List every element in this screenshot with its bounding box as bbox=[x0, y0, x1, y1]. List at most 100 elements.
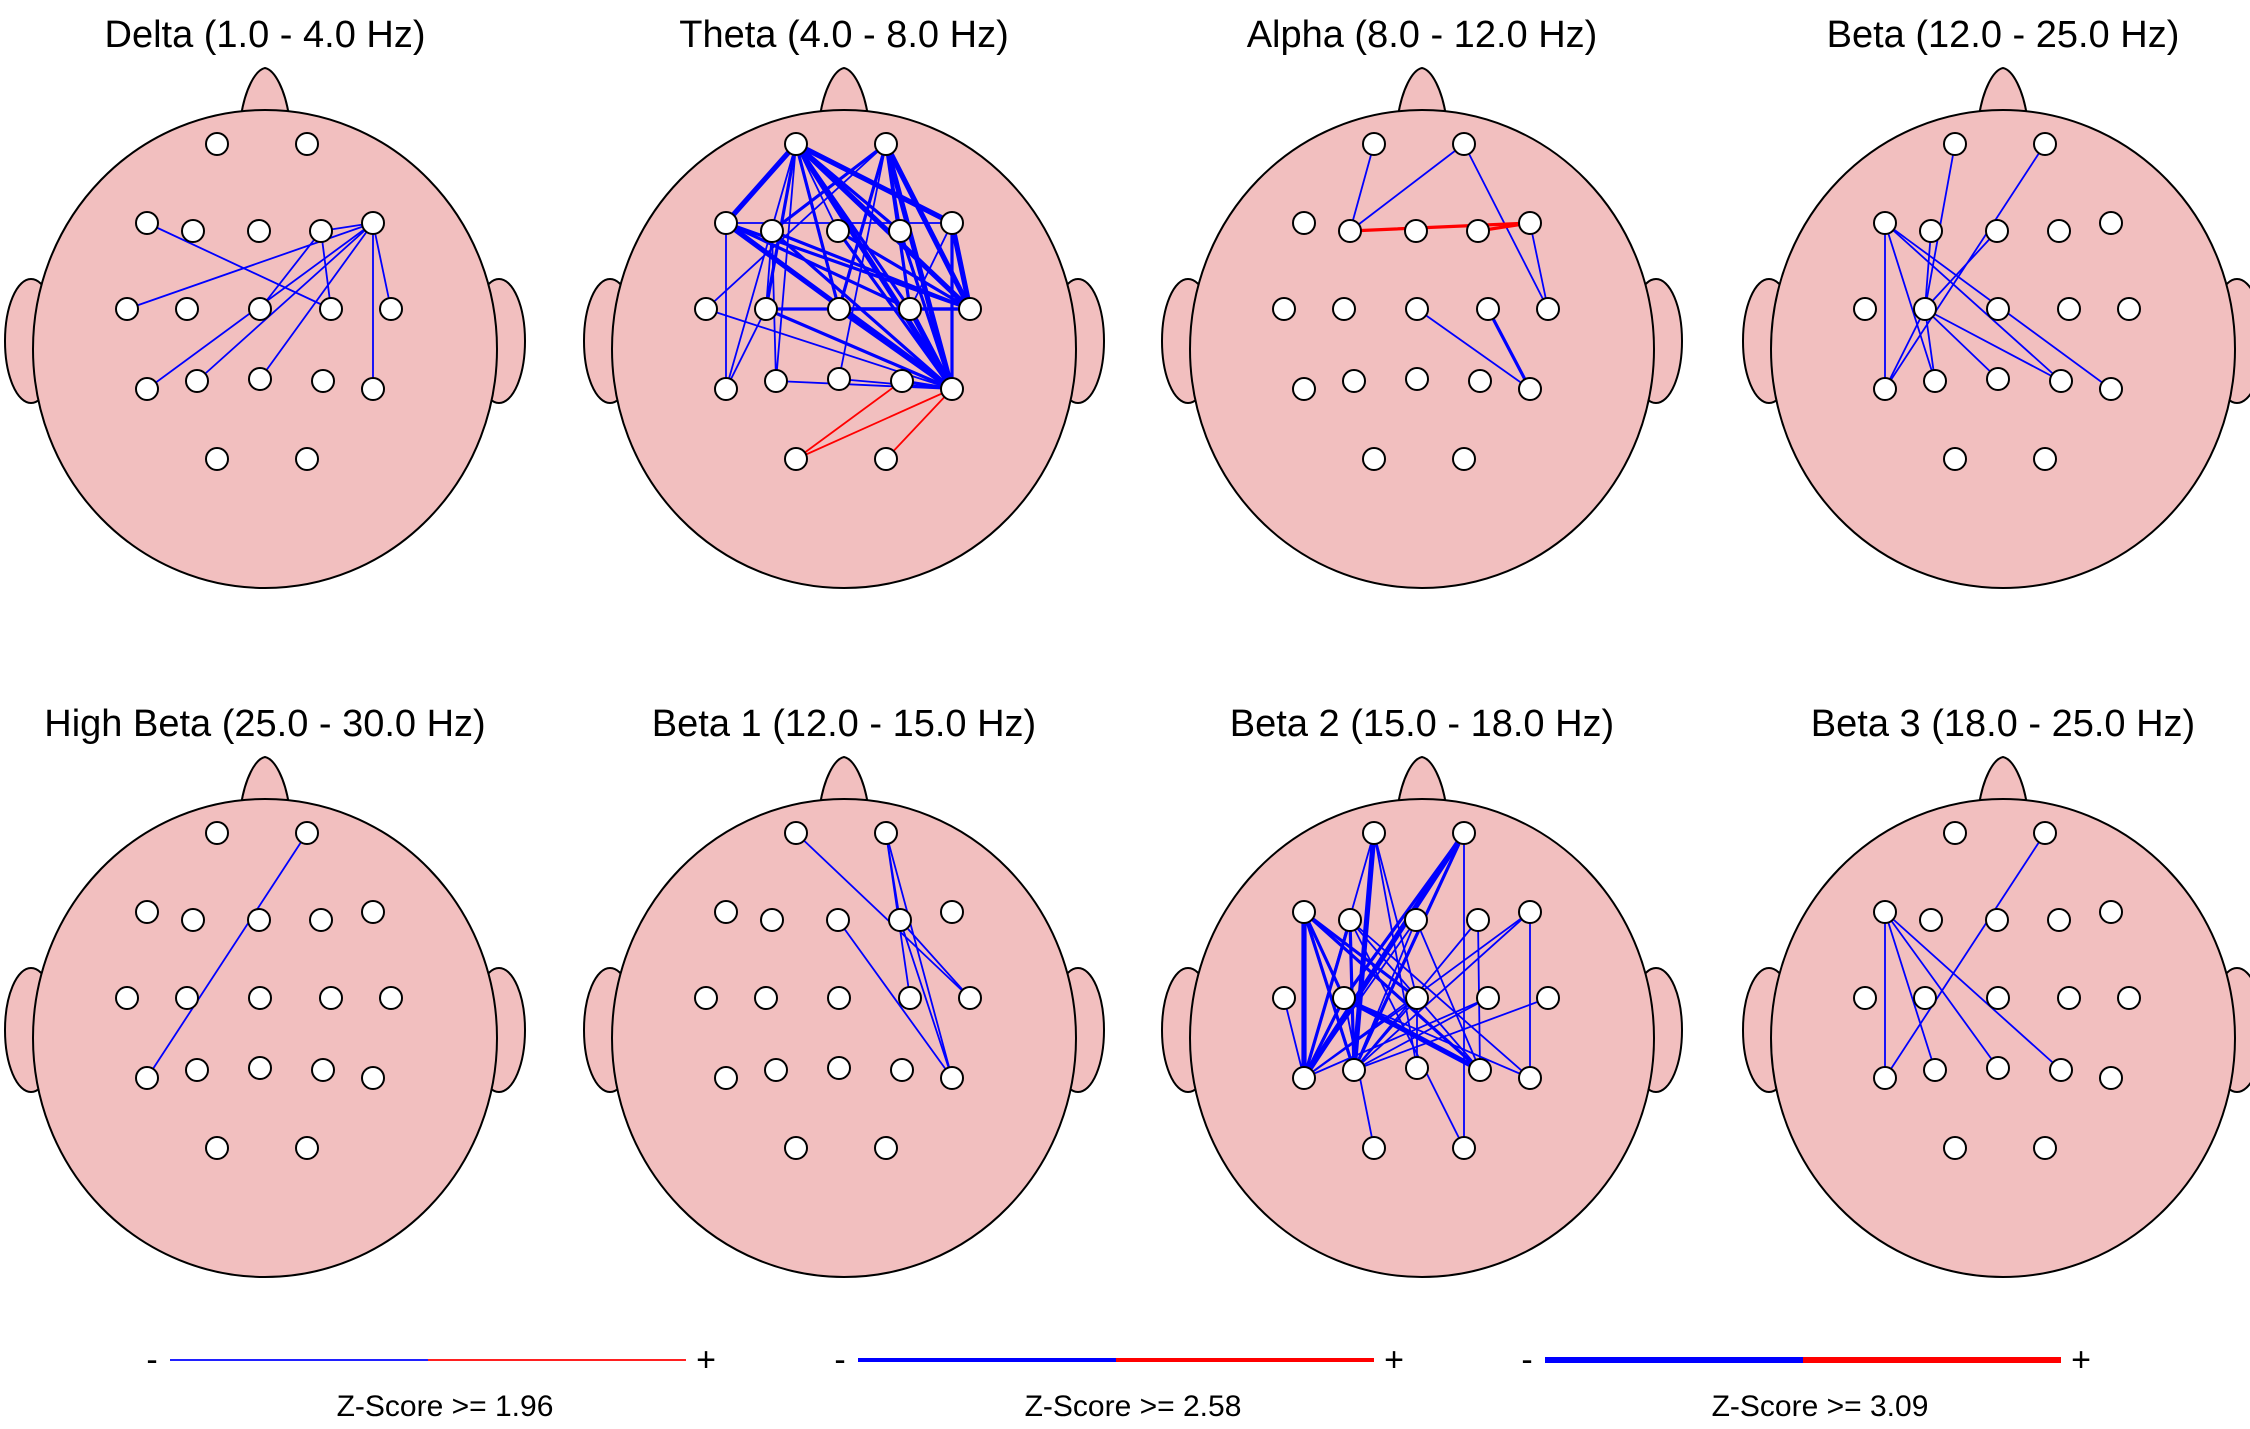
connection-Fp1-T4 bbox=[793, 141, 973, 312]
electrode-C4 bbox=[898, 986, 922, 1010]
electrode-Fz bbox=[1404, 219, 1428, 243]
electrode-T5 bbox=[1873, 1066, 1897, 1090]
electrode-Cz bbox=[248, 986, 272, 1010]
connection-Fp2-F3 bbox=[770, 142, 888, 233]
head-outline bbox=[1161, 66, 1683, 589]
electrode-Pz bbox=[248, 1056, 272, 1080]
electrode-F4 bbox=[2047, 219, 2071, 243]
panel-title: Theta (4.0 - 8.0 Hz) bbox=[679, 14, 1008, 56]
electrodes bbox=[1853, 132, 2141, 471]
electrode-F8 bbox=[1518, 211, 1542, 235]
connection-F7-C3 bbox=[1302, 910, 1346, 1000]
electrode-O2 bbox=[295, 447, 319, 471]
connection-Fp1-T6 bbox=[793, 141, 955, 392]
head-outline bbox=[583, 66, 1105, 589]
connection-Fp1-P3 bbox=[1351, 830, 1377, 1073]
electrode-P4 bbox=[311, 1058, 335, 1082]
connections bbox=[126, 222, 392, 390]
connection-Fp1-T5 bbox=[725, 143, 797, 390]
electrode-T3 bbox=[1272, 986, 1296, 1010]
electrode-F4 bbox=[2047, 908, 2071, 932]
connection-C4-T6 bbox=[1486, 307, 1532, 391]
connection-Fp2-T3 bbox=[705, 143, 887, 310]
connection-F4-T4 bbox=[899, 919, 971, 999]
electrode-Fp2 bbox=[295, 821, 319, 845]
connections bbox=[1884, 832, 2062, 1079]
electrode-T6 bbox=[361, 377, 385, 401]
electrode-F3 bbox=[1338, 908, 1362, 932]
connection-Fp1-F4 bbox=[794, 142, 902, 233]
electrode-Fz bbox=[247, 219, 271, 243]
electrode-O1 bbox=[784, 1136, 808, 1160]
connection-F7-P3 bbox=[1884, 911, 1936, 1071]
electrode-Fp1 bbox=[205, 132, 229, 156]
electrode-Fp2 bbox=[1452, 821, 1476, 845]
electrode-C4 bbox=[319, 297, 343, 321]
connections bbox=[795, 832, 971, 1079]
electrode-T4 bbox=[379, 986, 403, 1010]
connection-O1-P4 bbox=[795, 380, 903, 460]
nose bbox=[1396, 66, 1448, 117]
electrode-P4 bbox=[890, 1058, 914, 1082]
electrode-Cz bbox=[1986, 986, 2010, 1010]
electrode-Fp1 bbox=[1943, 821, 1967, 845]
electrode-Pz bbox=[1405, 1056, 1429, 1080]
panel-title: Beta 3 (18.0 - 25.0 Hz) bbox=[1811, 703, 2195, 745]
panel-6: Beta 1 (12.0 - 15.0 Hz) bbox=[583, 703, 1105, 1278]
electrode-F4 bbox=[888, 219, 912, 243]
electrode-P3 bbox=[185, 369, 209, 393]
connection-T4-P3 bbox=[1353, 997, 1549, 1071]
electrode-Fz bbox=[1985, 908, 2009, 932]
electrode-C3 bbox=[175, 986, 199, 1010]
nose bbox=[239, 66, 291, 117]
nose bbox=[1396, 755, 1448, 806]
connection-Fz-C3 bbox=[1924, 230, 1998, 310]
electrode-C3 bbox=[175, 297, 199, 321]
electrode-C3 bbox=[1913, 986, 1937, 1010]
electrode-T4 bbox=[1536, 986, 1560, 1010]
connection-Fp1-Fz bbox=[795, 143, 839, 232]
connection-F8-Pz bbox=[259, 222, 374, 380]
electrode-P4 bbox=[890, 369, 914, 393]
legend-minus: - bbox=[146, 1341, 157, 1379]
electrode-C4 bbox=[898, 297, 922, 321]
connection-Fp2-T5 bbox=[1884, 832, 2046, 1079]
connection-F7-Cz bbox=[1302, 910, 1419, 1000]
electrode-C3 bbox=[754, 297, 778, 321]
electrode-C3 bbox=[1332, 986, 1356, 1010]
electrode-T5 bbox=[135, 1066, 159, 1090]
panel-title: Beta 2 (15.0 - 18.0 Hz) bbox=[1230, 703, 1614, 745]
electrode-F7 bbox=[1292, 900, 1316, 924]
electrode-T4 bbox=[958, 986, 982, 1010]
connection-C3-Pz bbox=[1924, 308, 1999, 380]
electrode-Fp2 bbox=[2033, 821, 2057, 845]
nose bbox=[818, 66, 870, 117]
connection-C4-P3 bbox=[1353, 997, 1489, 1071]
electrode-T6 bbox=[1518, 1066, 1542, 1090]
electrode-P4 bbox=[2049, 1058, 2073, 1082]
connection-F7-C4 bbox=[146, 222, 332, 310]
electrode-O1 bbox=[205, 1136, 229, 1160]
connection-P3-T6 bbox=[775, 380, 953, 390]
connection-C4-T5 bbox=[1303, 997, 1489, 1079]
connection-Cz-P3 bbox=[1353, 997, 1418, 1071]
panel-1: Delta (1.0 - 4.0 Hz) bbox=[4, 14, 526, 589]
connection-Fp2-T4 bbox=[883, 141, 973, 312]
connection-Fp1-P3 bbox=[775, 143, 797, 382]
connection-Fp2-T5 bbox=[1301, 830, 1467, 1081]
electrode-Fp1 bbox=[205, 821, 229, 845]
connections bbox=[146, 832, 308, 1079]
connection-C3-P4 bbox=[1341, 995, 1483, 1073]
electrode-F3 bbox=[1919, 908, 1943, 932]
electrode-Pz bbox=[1986, 367, 2010, 391]
connection-C3-T6 bbox=[1343, 997, 1531, 1079]
electrode-Fz bbox=[826, 219, 850, 243]
connection-Fp1-Cz bbox=[1373, 832, 1418, 999]
electrode-T4 bbox=[379, 297, 403, 321]
connection-O1-T6 bbox=[795, 388, 953, 460]
electrode-O2 bbox=[874, 447, 898, 471]
connection-Fp1-T4 bbox=[795, 832, 971, 999]
connection-C3-P3 bbox=[1924, 308, 1936, 382]
electrode-F8 bbox=[361, 900, 385, 924]
nose bbox=[1977, 755, 2029, 806]
